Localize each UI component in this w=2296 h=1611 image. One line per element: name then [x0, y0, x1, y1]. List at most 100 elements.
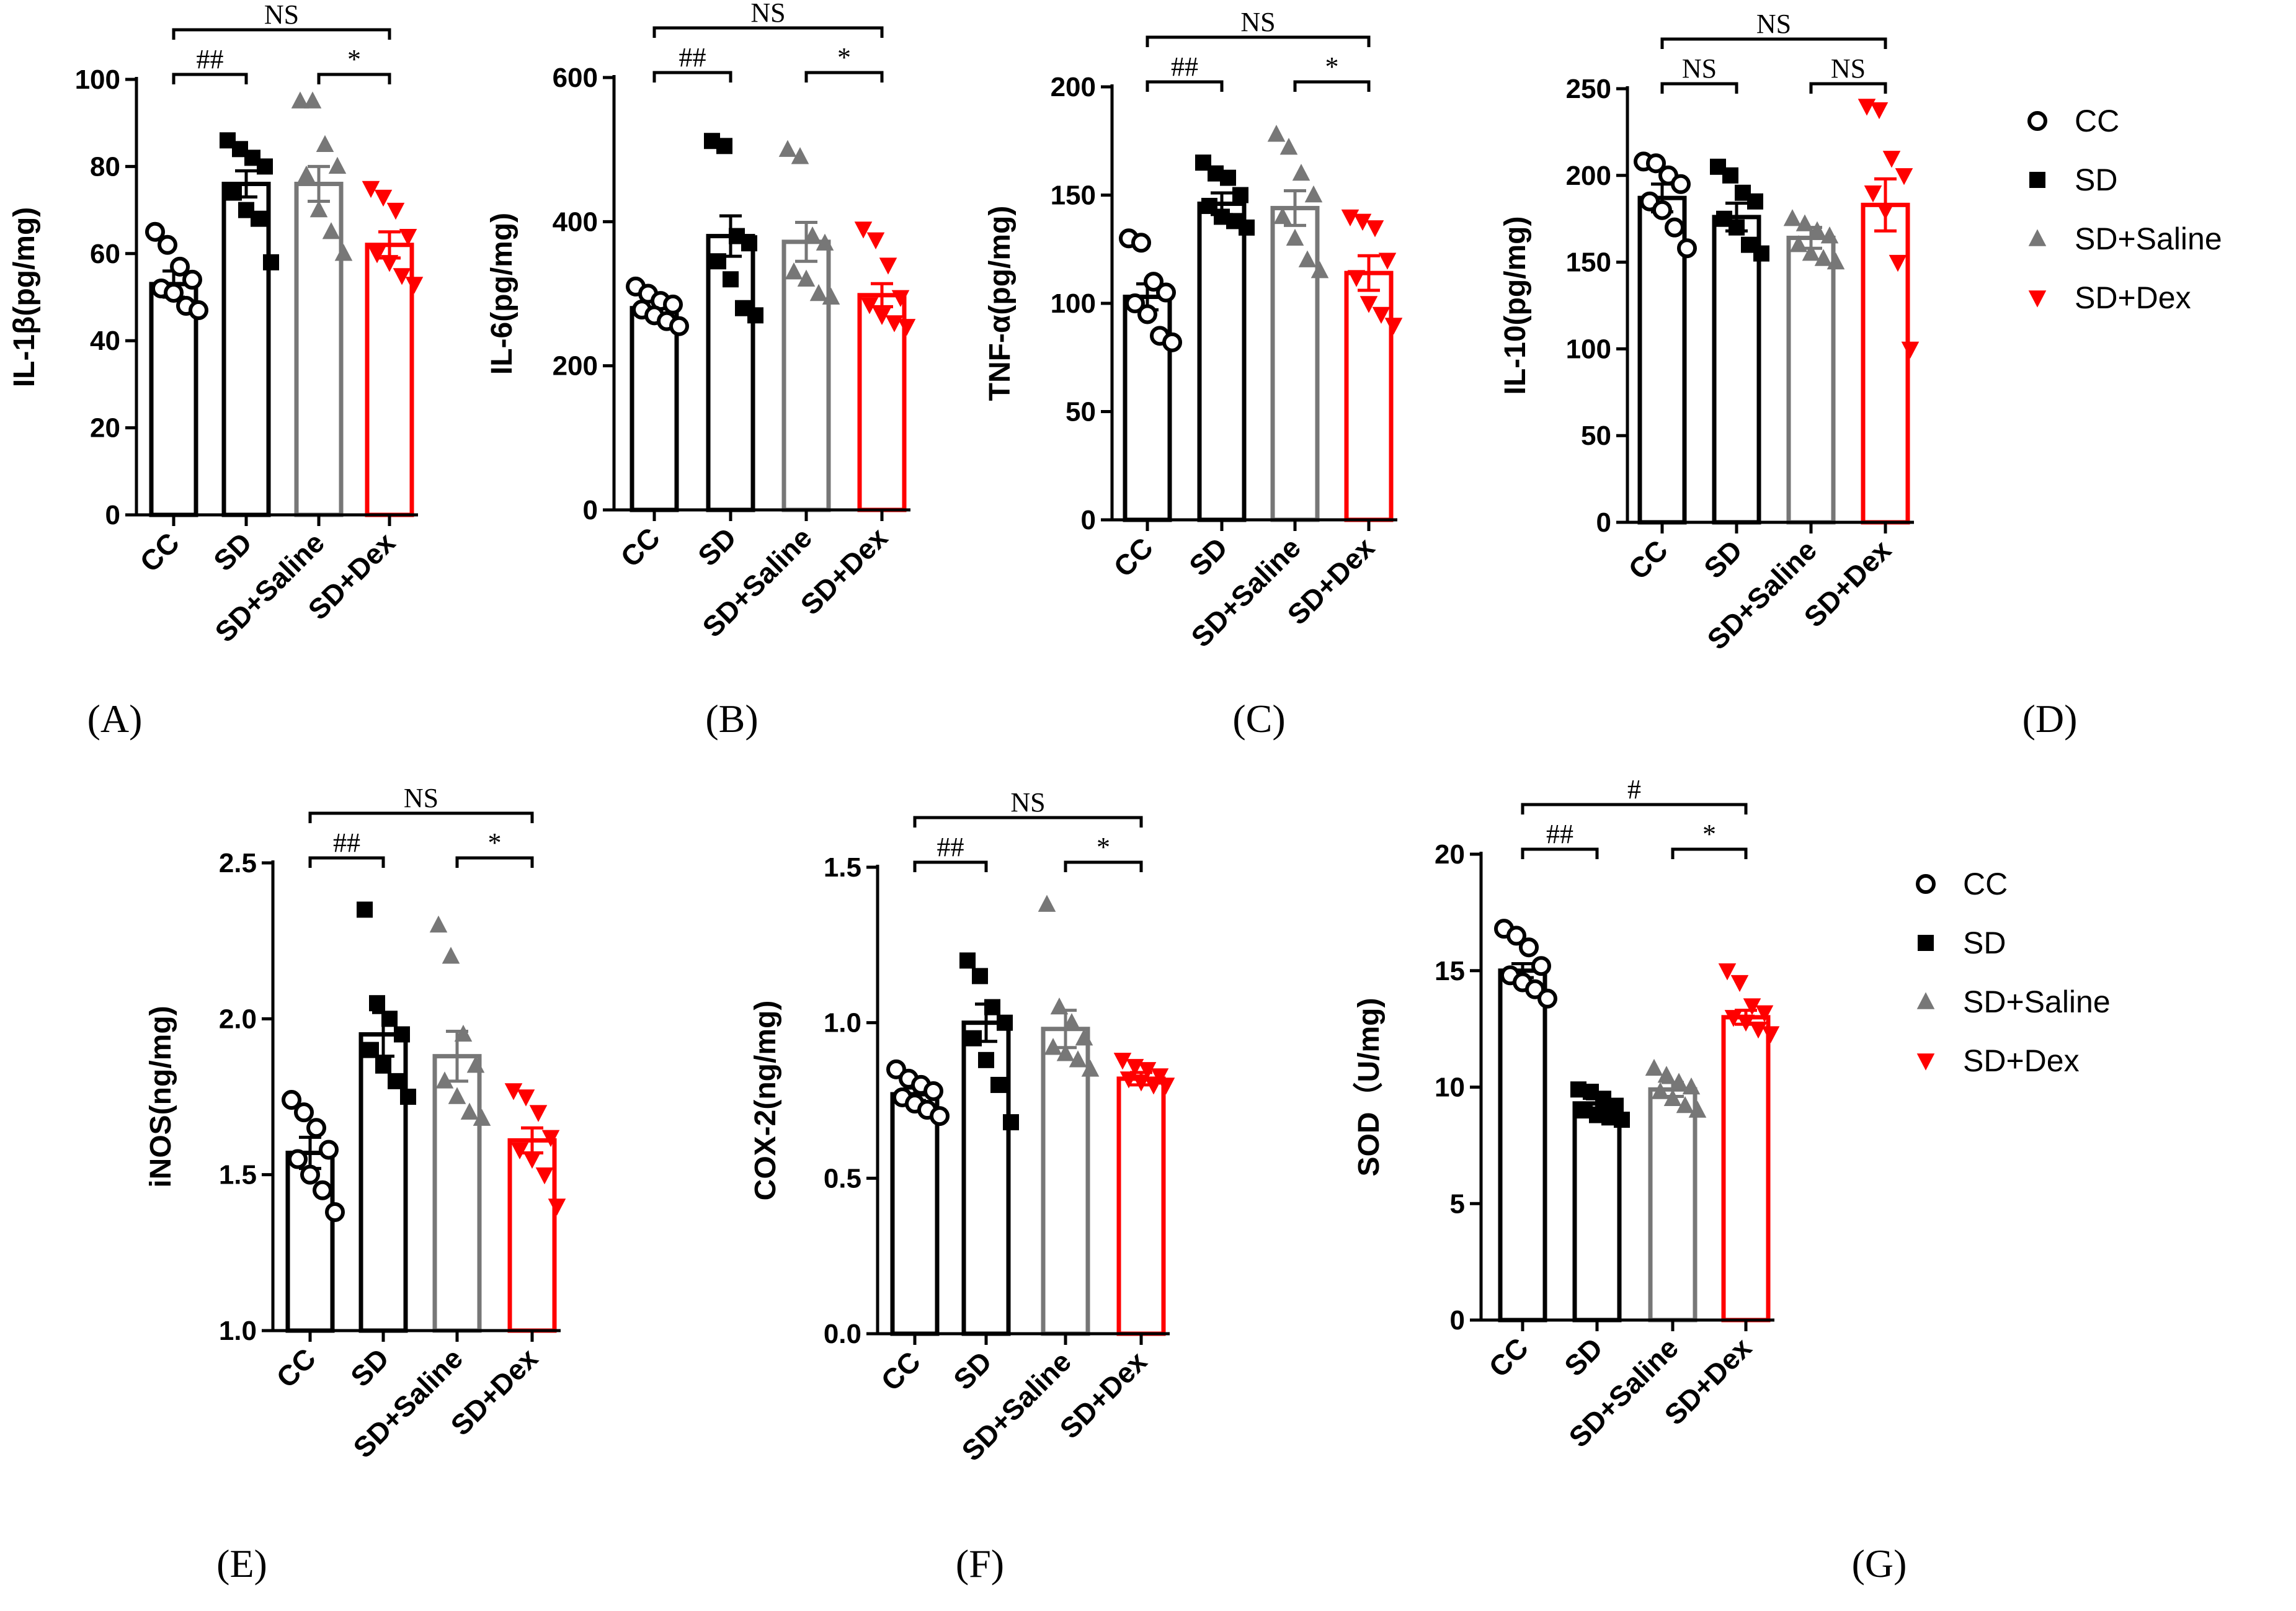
- y-tick-label: 2.0: [219, 1004, 257, 1034]
- data-point: [1677, 238, 1697, 259]
- data-point: [1519, 937, 1539, 958]
- data-point: [1651, 1082, 1670, 1099]
- x-tick-label: SD: [344, 1342, 395, 1393]
- bar-cc: [890, 1092, 940, 1336]
- significance-label: *: [1702, 819, 1716, 849]
- data-point: [1347, 270, 1366, 287]
- data-point: [1670, 1073, 1688, 1090]
- x-tick-label: SD: [1558, 1331, 1609, 1382]
- data-point: [816, 233, 834, 251]
- legend-label: SD+Dex: [2075, 280, 2191, 315]
- legend-marker: [2028, 229, 2047, 246]
- significance-label: ##: [937, 832, 964, 862]
- data-point: [1292, 164, 1310, 181]
- data-point: [399, 229, 417, 246]
- bar-sd: [221, 181, 271, 517]
- data-point: [297, 165, 316, 183]
- data-point: [325, 1202, 345, 1222]
- data-point: [1310, 261, 1329, 279]
- x-tick-label: CC: [133, 526, 185, 578]
- significance-label: ##: [197, 44, 224, 74]
- data-point: [1688, 1100, 1707, 1118]
- y-tick-label: 0: [105, 500, 120, 530]
- data-point: [435, 1071, 454, 1089]
- data-point: [517, 1089, 535, 1107]
- y-tick-label: 100: [1051, 288, 1096, 319]
- significance-label: *: [837, 42, 851, 73]
- bar-cc: [630, 306, 679, 512]
- y-tick-label: 5: [1450, 1189, 1465, 1219]
- data-point: [145, 221, 165, 242]
- data-point: [710, 253, 726, 270]
- bar-sd: [1572, 1101, 1622, 1323]
- data-point: [1652, 200, 1672, 220]
- data-point: [972, 968, 988, 984]
- x-tick-label: SD: [947, 1345, 998, 1396]
- data-point: [1671, 174, 1691, 194]
- data-point: [319, 1140, 339, 1160]
- bar-sd-saline: [1786, 235, 1836, 525]
- data-point: [1682, 1077, 1701, 1095]
- chart-panel-e: 1.01.52.02.5CC SDSD+SalineSD+DexiNOS(ng/m…: [145, 783, 566, 1586]
- y-tick-label: 1.0: [824, 1008, 861, 1038]
- legend-marker: [2029, 172, 2045, 188]
- data-point: [1279, 138, 1298, 155]
- y-tick-label: 60: [90, 239, 120, 269]
- data-point: [1743, 998, 1761, 1015]
- data-point: [1044, 1038, 1062, 1055]
- data-point: [860, 297, 879, 315]
- data-point: [388, 1073, 404, 1089]
- significance-bracket: [1146, 35, 1371, 47]
- data-point: [1665, 217, 1684, 238]
- data-point: [448, 1087, 466, 1104]
- data-point: [548, 1198, 566, 1216]
- y-tick-label: 0: [1596, 507, 1611, 538]
- data-point: [306, 1118, 326, 1138]
- data-point: [1783, 209, 1802, 226]
- data-point: [460, 1102, 479, 1120]
- data-point: [897, 319, 916, 336]
- data-point: [1895, 168, 1913, 185]
- data-point: [1286, 228, 1304, 246]
- bar-sd-dex: [857, 293, 907, 512]
- data-point: [1755, 1005, 1774, 1022]
- data-point: [1645, 1058, 1663, 1076]
- y-tick-label: 0: [1450, 1305, 1465, 1336]
- x-tick-label: SD: [207, 526, 258, 577]
- y-tick-label: 400: [553, 207, 598, 237]
- y-tick-label: 100: [1566, 334, 1611, 364]
- legend-label: SD: [2075, 163, 2117, 197]
- legend-marker: [2028, 290, 2047, 308]
- data-point: [822, 287, 840, 305]
- panel-label: (D): [2022, 697, 2078, 741]
- significance-label: *: [347, 44, 361, 74]
- bar-sd-saline: [1041, 1027, 1090, 1336]
- data-point: [386, 202, 405, 220]
- y-tick-label: 200: [1566, 161, 1611, 191]
- data-point: [1232, 187, 1248, 203]
- panel-label: (B): [705, 697, 758, 741]
- significance-bracket: [308, 856, 385, 868]
- legend-label: SD+Dex: [1963, 1043, 2080, 1078]
- data-point: [1820, 226, 1839, 244]
- x-tick-label: SD: [692, 521, 742, 572]
- bar-sd: [1197, 201, 1247, 522]
- data-point: [374, 189, 393, 207]
- data-point: [809, 283, 828, 301]
- data-point: [891, 290, 910, 307]
- data-point: [170, 256, 190, 277]
- data-point: [663, 294, 683, 315]
- y-tick-label: 1.0: [219, 1316, 257, 1346]
- significance-bracket: [1521, 803, 1748, 814]
- data-point: [454, 1024, 473, 1042]
- significance-bracket: [172, 73, 248, 84]
- legend-marker: [1916, 1053, 1935, 1071]
- significance-label: NS: [264, 0, 299, 30]
- panel-label: (E): [216, 1542, 267, 1586]
- y-tick-label: 150: [1566, 248, 1611, 278]
- data-point: [669, 316, 689, 336]
- data-point: [723, 271, 739, 288]
- legend-label: SD+Saline: [1963, 984, 2111, 1019]
- significance-bracket: [1293, 80, 1371, 92]
- data-point: [442, 947, 460, 964]
